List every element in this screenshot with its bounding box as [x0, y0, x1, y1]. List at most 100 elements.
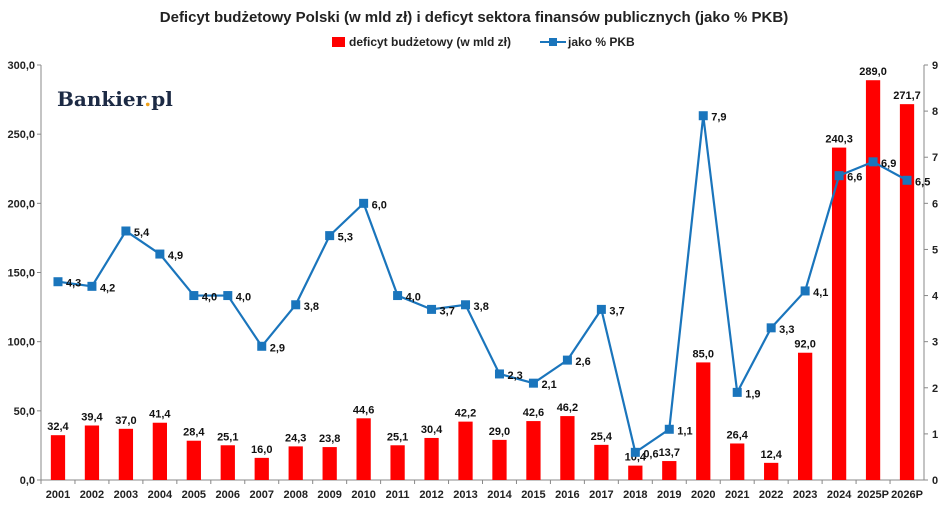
line-point	[393, 291, 403, 301]
line-data-label: 3,7	[440, 305, 455, 317]
x-tick-label: 2017	[589, 489, 613, 501]
bar	[186, 440, 201, 480]
bar	[662, 461, 677, 480]
line-data-label: 6,0	[372, 199, 387, 211]
line-data-label: 4,0	[406, 292, 421, 304]
bar-data-label: 42,2	[455, 408, 476, 420]
x-tick-label: 2020	[691, 489, 715, 501]
y-right-tick-label: 3	[932, 337, 938, 349]
line-point	[461, 300, 471, 310]
bar	[594, 444, 609, 480]
bar	[50, 435, 66, 480]
bar-data-label: 44,6	[353, 404, 374, 416]
bar	[356, 418, 371, 480]
line-data-label: 5,4	[134, 227, 150, 239]
line-point	[325, 231, 335, 241]
y-left-tick-label: 250,0	[7, 129, 35, 141]
x-tick-label: 2011	[386, 489, 410, 501]
line-point	[257, 341, 267, 351]
bar	[831, 147, 847, 480]
y-right-tick-label: 1	[932, 429, 938, 441]
bar	[254, 457, 269, 480]
y-right-tick-label: 9	[932, 60, 938, 72]
legend-label-bar: deficyt budżetowy (w mld zł)	[349, 35, 511, 49]
line-point	[359, 198, 369, 208]
line-point	[596, 304, 606, 314]
line-point	[834, 171, 844, 181]
line-data-label: 3,8	[474, 301, 489, 313]
bar-data-label: 289,0	[859, 66, 887, 78]
bar-data-label: 25,4	[591, 431, 613, 443]
line-data-label: 2,6	[575, 356, 590, 368]
y-right-tick-label: 0	[932, 475, 938, 487]
line-data-label: 7,9	[711, 112, 726, 124]
legend-marker	[549, 38, 557, 46]
line-data-label: 4,2	[100, 282, 115, 294]
y-right-tick-label: 2	[932, 383, 938, 395]
x-tick-label: 2019	[657, 489, 681, 501]
x-tick-label: 2015	[521, 489, 545, 501]
bar	[492, 439, 507, 480]
x-tick-label: 2013	[453, 489, 477, 501]
x-tick-label: 2002	[80, 489, 104, 501]
bar-data-label: 30,4	[421, 424, 443, 436]
bar	[152, 422, 167, 480]
bar-data-label: 42,6	[523, 407, 544, 419]
bar-data-label: 24,3	[285, 432, 306, 444]
y-right-tick-label: 4	[932, 291, 939, 303]
line-point	[494, 369, 504, 379]
x-tick-label: 2026P	[891, 489, 923, 501]
line-data-label: 4,9	[168, 250, 183, 262]
bar	[390, 445, 405, 480]
x-tick-label: 2006	[216, 489, 240, 501]
line-point	[53, 277, 63, 287]
line-point	[155, 249, 165, 259]
x-tick-label: 2009	[317, 489, 341, 501]
x-tick-label: 2003	[114, 489, 138, 501]
line-point	[562, 355, 572, 365]
bar-data-label: 16,0	[251, 444, 272, 456]
y-left-tick-label: 200,0	[7, 198, 35, 210]
line-data-label: 6,5	[915, 176, 930, 188]
x-tick-label: 2023	[793, 489, 817, 501]
line-point	[868, 157, 878, 167]
line-data-label: 6,6	[847, 172, 862, 184]
line-point	[630, 447, 640, 457]
bar	[288, 446, 303, 480]
bar-data-label: 37,0	[115, 415, 136, 427]
bar-data-label: 25,1	[387, 431, 408, 443]
bar-data-label: 12,4	[760, 449, 782, 461]
y-left-tick-label: 150,0	[7, 268, 35, 280]
x-tick-label: 2010	[351, 489, 375, 501]
x-tick-label: 2001	[46, 489, 70, 501]
bar-data-label: 32,4	[47, 421, 69, 433]
bar-data-label: 10,4	[625, 452, 647, 464]
line-point	[698, 111, 708, 121]
line-data-label: 3,3	[779, 324, 794, 336]
bar	[220, 445, 235, 480]
bar	[764, 462, 779, 480]
line-data-label: 5,3	[338, 232, 353, 244]
line-point	[291, 300, 301, 310]
x-tick-label: 2016	[555, 489, 579, 501]
line-data-label: 4,3	[66, 278, 81, 290]
line-point	[427, 304, 437, 314]
bar-data-label: 271,7	[893, 90, 921, 102]
bar-labels: 32,4 39,4 37,0 41,4 28,4 25,1 16,0 24,3 23,8 44,6…	[47, 66, 921, 463]
x-tick-label: 2021	[725, 489, 749, 501]
legend: deficyt budżetowy (w mld zł) jako % PKB	[332, 35, 635, 49]
legend-swatch-bar	[332, 37, 345, 47]
line-data-label: 4,1	[813, 287, 828, 299]
bar	[730, 443, 745, 480]
y-left-ticks: 0,0 50,0 100,0 150,0 200,0 250,0 300,0	[7, 60, 41, 487]
x-tick-label: 2004	[148, 489, 173, 501]
bar	[628, 465, 643, 480]
line-point	[87, 281, 97, 291]
bar-series	[50, 80, 915, 481]
bar-data-label: 85,0	[693, 348, 714, 360]
line-point	[223, 291, 233, 301]
line-point	[664, 424, 674, 434]
bar-data-label: 240,3	[825, 134, 853, 146]
line-data-label: 4,0	[202, 292, 217, 304]
